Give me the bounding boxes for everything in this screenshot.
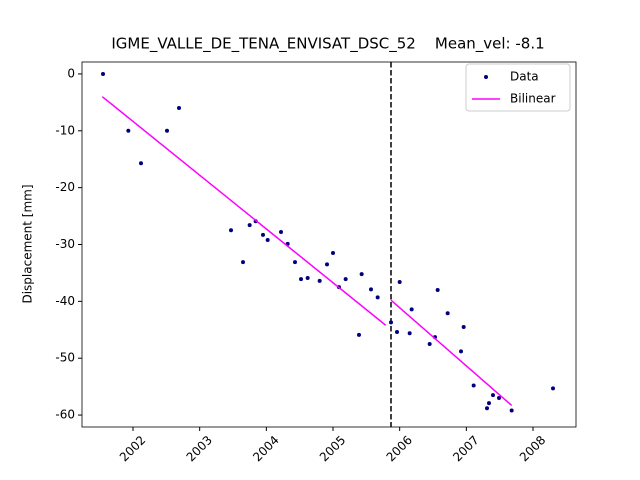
data-point [343,277,348,282]
data-point [509,408,514,413]
data-point [491,393,495,398]
data-point [409,307,414,312]
data-point [445,311,450,316]
y-tick-label: -10 [55,123,75,137]
data-point [407,331,412,336]
data-point [359,272,364,277]
legend-label: Data [510,70,539,84]
data-point [485,406,489,411]
data-point [229,228,233,233]
data-point [279,229,283,234]
data-point [177,106,181,111]
data-point [293,260,297,265]
data-point [265,237,270,242]
x-axis-label: Measurement Date [272,479,387,480]
y-axis-label: Displacement [mm] [21,184,35,303]
data-point [305,276,310,281]
data-point [317,278,322,283]
y-tick-label: -40 [55,294,75,308]
legend-marker [484,75,488,79]
data-point [165,128,169,133]
data-point [395,330,399,335]
data-point [427,341,432,346]
data-point [139,161,143,166]
data-point [299,277,303,282]
data-point [471,383,476,388]
data-point [261,232,265,237]
y-tick-label: -60 [55,408,75,422]
y-tick-label: 0 [67,66,75,80]
data-point [375,295,380,300]
data-point [325,262,329,267]
data-point [461,324,466,329]
data-point [389,320,393,325]
data-point [126,128,131,133]
data-point [397,280,402,285]
y-tick-label: -20 [55,180,75,194]
data-point [241,260,245,265]
data-point [369,287,373,292]
y-tick-label: -50 [55,351,75,365]
data-point [551,386,555,391]
data-point [459,349,463,354]
plot-frame [81,61,577,428]
data-point [331,251,335,256]
data-point [247,223,252,228]
data-point [435,287,440,292]
y-tick-label: -30 [55,237,75,251]
data-point [357,332,361,337]
data-point [497,396,501,401]
chart-title: IGME_VALLE_DE_TENA_ENVISAT_DSC_52 Mean_v… [111,35,544,54]
data-point [101,71,105,76]
legend-label: Bilinear [510,92,556,106]
line-series [101,96,513,406]
data-point [487,401,491,406]
